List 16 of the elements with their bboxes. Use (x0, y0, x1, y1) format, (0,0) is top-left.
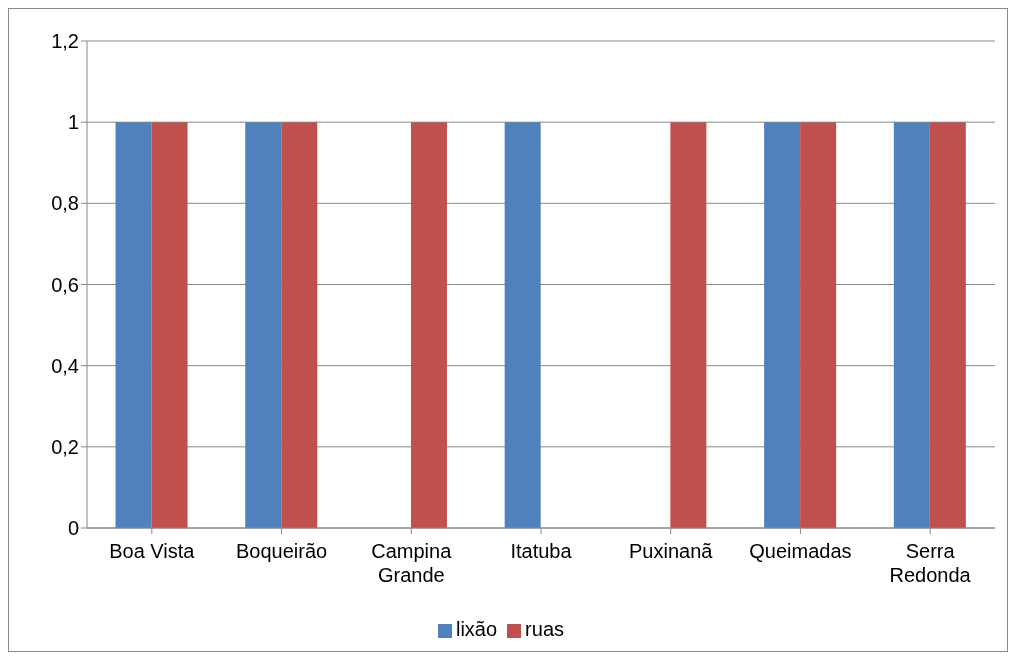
x-tick-label: Boqueirão (235, 540, 328, 562)
y-tick-label: 0,8 (51, 192, 79, 215)
x-tick-label: Itatuba (510, 540, 573, 562)
legend-label: ruas (525, 618, 565, 640)
x-tick-label: Boa Vista (109, 540, 196, 562)
legend-label: lixão (455, 618, 498, 640)
y-tick-label: 0,4 (51, 354, 79, 377)
x-tick-label: Serra Redonda (889, 540, 972, 586)
y-tick-label: 1 (67, 111, 79, 134)
y-tick-label: 0,2 (51, 435, 79, 458)
y-tick-label: 0 (67, 517, 79, 540)
y-tick-label: 0,6 (51, 273, 79, 296)
x-tick-label: Queimadas (749, 540, 852, 562)
x-tick-label: Campina Grande (371, 540, 453, 586)
y-tick-label: 1,2 (51, 30, 79, 53)
x-tick-label: Puxinanã (629, 540, 714, 562)
